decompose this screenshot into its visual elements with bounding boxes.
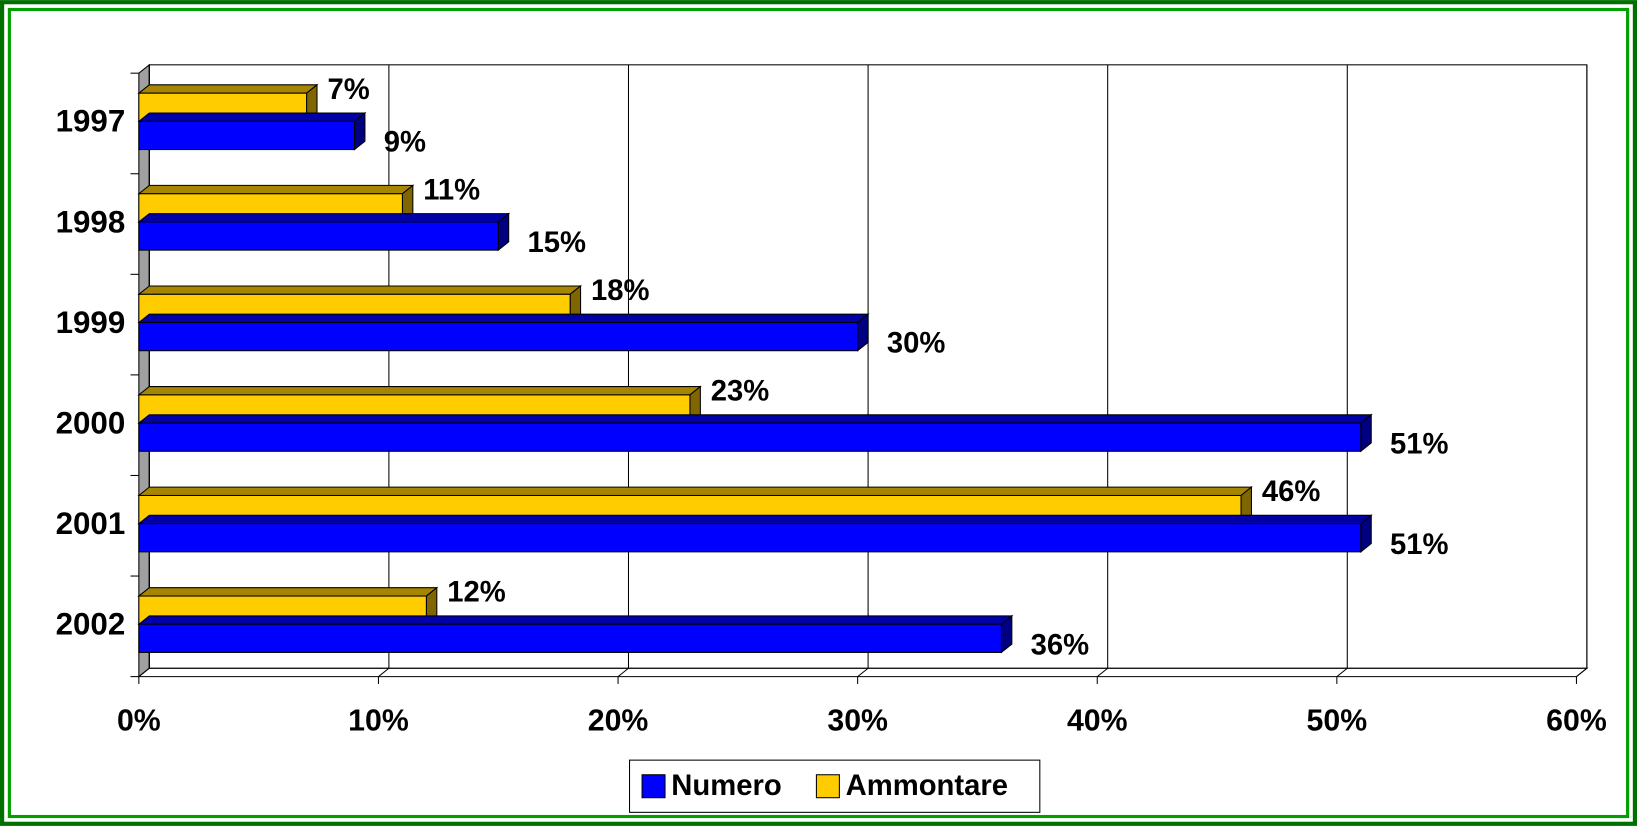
bar-top	[137, 313, 870, 324]
legend-label: Ammontare	[846, 770, 1008, 802]
floor-line	[1576, 667, 1588, 678]
bar-top	[137, 486, 1253, 496]
bar	[138, 422, 1362, 452]
x-tick-label: 30%	[827, 705, 888, 738]
value-label: 12%	[447, 577, 506, 609]
legend-label: Numero	[671, 770, 781, 802]
floor-line	[138, 667, 150, 678]
x-tick-label: 40%	[1067, 705, 1128, 738]
bar	[138, 623, 1002, 653]
y-tick-label: 2002	[56, 607, 126, 642]
bar	[138, 523, 1362, 553]
left-wall	[138, 63, 150, 678]
legend-swatch	[641, 774, 666, 799]
legend-swatch	[815, 774, 840, 799]
value-label: 11%	[423, 174, 480, 206]
bar-top	[137, 84, 319, 94]
x-tick-label: 50%	[1307, 705, 1368, 738]
value-label: 51%	[1390, 428, 1449, 460]
floor-line	[378, 667, 390, 678]
bar-top	[137, 514, 1373, 525]
value-label: 15%	[527, 227, 586, 259]
y-tick-label: 1997	[56, 104, 126, 139]
x-tick-label: 20%	[588, 705, 649, 738]
floor-line	[1096, 667, 1109, 678]
value-label: 51%	[1390, 529, 1449, 561]
y-tick-label: 2000	[56, 405, 126, 440]
value-label: 46%	[1262, 476, 1321, 508]
bar-top	[137, 587, 439, 597]
bar-top	[137, 615, 1014, 625]
bar	[138, 221, 499, 251]
floor-line	[617, 667, 629, 678]
floor-line	[1336, 667, 1348, 678]
value-label: 30%	[887, 328, 946, 360]
bar-top	[137, 285, 583, 295]
bar-top	[137, 414, 1373, 424]
bar-top	[137, 213, 511, 223]
value-label: 23%	[711, 376, 770, 408]
bar	[138, 120, 356, 151]
y-tick-label: 2001	[56, 506, 126, 541]
value-label: 36%	[1031, 629, 1090, 661]
y-tick-label: 1998	[56, 204, 126, 239]
x-tick-label: 10%	[348, 705, 409, 738]
bar-top	[137, 386, 702, 396]
bar-top	[137, 184, 415, 195]
inner-frame	[7, 7, 1630, 819]
value-label: 9%	[384, 127, 426, 159]
y-tick-label: 1999	[56, 305, 126, 340]
value-label: 7%	[327, 74, 369, 106]
x-tick-label: 0%	[117, 705, 161, 738]
bar-top	[137, 112, 367, 122]
floor-line	[857, 667, 869, 678]
value-label: 18%	[591, 275, 650, 307]
bar	[138, 321, 859, 352]
x-tick-label: 60%	[1546, 705, 1607, 738]
